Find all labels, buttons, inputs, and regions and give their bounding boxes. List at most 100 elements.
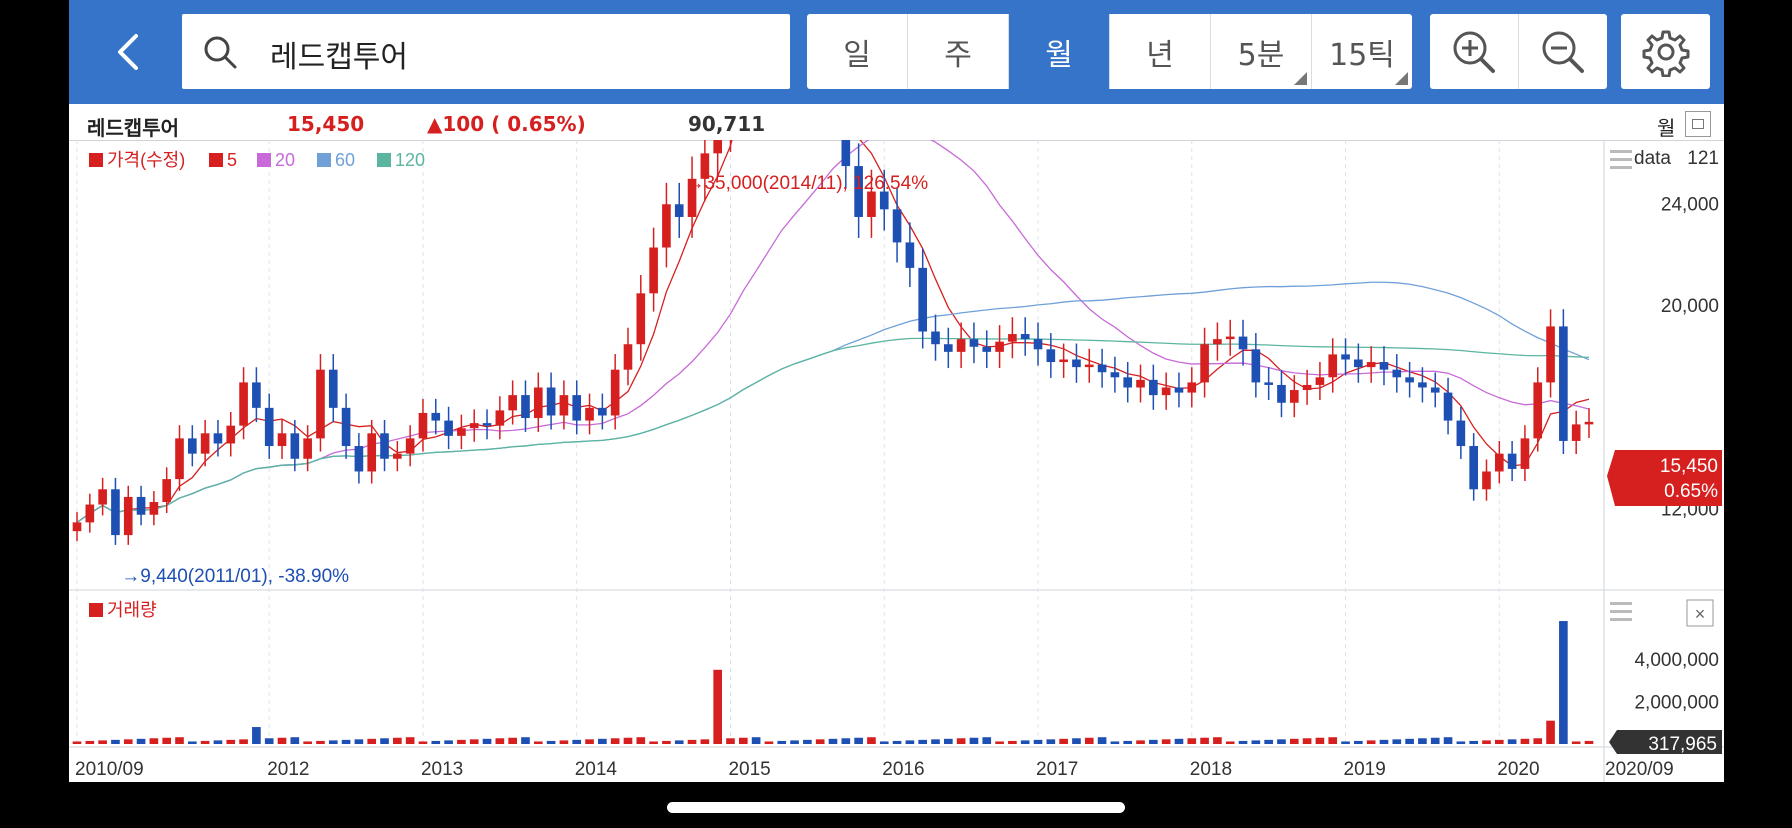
volume-bar: [1289, 738, 1299, 744]
min-price-annotation: →9,440(2011/01), -38.90%: [121, 566, 349, 587]
volume-bar: [700, 739, 710, 744]
volume-bar: [277, 737, 287, 744]
volume-last-value: 317,965: [1648, 734, 1717, 755]
period-week-button[interactable]: 주: [908, 14, 1009, 89]
volume-bar: [674, 740, 684, 744]
volume-bar: [482, 738, 492, 744]
dropdown-corner-icon: [1294, 72, 1307, 85]
search-input[interactable]: 레드캡투어: [182, 14, 790, 89]
current-price-tag: [1607, 450, 1722, 506]
candle-body: [200, 433, 210, 454]
current-price-tag-pct: 0.65%: [1664, 481, 1718, 502]
time-tick-label: 2016: [882, 759, 924, 780]
zoom-out-button[interactable]: [1519, 14, 1607, 89]
candle-body: [1494, 453, 1504, 472]
volume-bars: [72, 621, 1594, 744]
candle-body: [290, 433, 300, 459]
chart-grid: [69, 140, 1724, 782]
period-month-button[interactable]: 월: [1009, 14, 1110, 89]
volume-bar: [649, 741, 658, 744]
volume-bar: [1213, 737, 1222, 744]
candle-body: [1584, 421, 1594, 425]
time-tick-label: 2019: [1344, 759, 1386, 780]
candle-body: [636, 293, 646, 345]
volume-bar: [738, 737, 748, 744]
volume-bar: [1161, 739, 1171, 744]
candlestick-chart[interactable]: 32,00028,00024,00020,00012,0004,000,0002…: [69, 140, 1724, 782]
candle-body: [367, 433, 377, 472]
candle-body: [380, 433, 389, 459]
search-value: 레드캡투어: [270, 40, 408, 75]
time-tick-label: 2020/09: [1605, 759, 1674, 780]
candle-body: [598, 407, 607, 416]
candle-body: [1084, 364, 1094, 368]
data-count-value: 121: [1687, 148, 1719, 169]
time-tick-label: 2013: [421, 759, 463, 780]
legend-label: 120: [395, 150, 425, 170]
volume-bar: [1251, 740, 1261, 744]
candle-body: [252, 382, 261, 408]
candle-body: [264, 407, 274, 447]
candle-body: [1456, 420, 1466, 447]
candle-body: [1277, 384, 1286, 403]
volume-bar: [1456, 741, 1466, 744]
candle-body: [610, 369, 620, 416]
volume-bar: [508, 737, 517, 744]
candle-body: [1469, 446, 1478, 490]
volume-bar: [1225, 741, 1235, 744]
candle-body: [1136, 379, 1145, 388]
volume-bar: [1430, 737, 1440, 744]
volume-bar: [495, 738, 505, 744]
current-price: 15,450: [287, 112, 365, 136]
period-indicator: 월: [1657, 116, 1676, 140]
volume-bar: [982, 737, 992, 744]
volume-bar: [1302, 738, 1312, 744]
panel-menu-icon: [1610, 610, 1632, 613]
volume-bar: [610, 738, 620, 744]
time-tick-label: 2015: [728, 759, 770, 780]
volume-bar: [623, 737, 633, 744]
candle-body: [1072, 359, 1081, 368]
candle-body: [969, 339, 979, 347]
expand-toggle[interactable]: [1685, 111, 1711, 137]
volume-bar: [815, 739, 825, 744]
volume-bar: [188, 741, 197, 744]
volume-bar: [1008, 740, 1017, 744]
period-5min-button[interactable]: 5분: [1211, 14, 1312, 89]
price-tick-label: 20,000: [1661, 296, 1719, 317]
candle-body: [585, 407, 594, 421]
settings-button[interactable]: [1621, 14, 1710, 89]
volume-bar: [72, 741, 82, 744]
ma-5-line: [76, 140, 1590, 523]
candle-body: [1238, 336, 1248, 350]
gear-icon: [1642, 30, 1689, 77]
volume-bar: [1533, 738, 1543, 744]
volume-bar: [918, 739, 928, 744]
period-year-button[interactable]: 년: [1110, 14, 1211, 89]
panel-menu-icon: [1610, 166, 1632, 169]
volume-bar: [969, 737, 979, 744]
zoom-in-button[interactable]: [1430, 14, 1519, 89]
period-15tick-button[interactable]: 15틱: [1312, 14, 1412, 89]
volume-bar: [1020, 740, 1030, 744]
volume-bar: [405, 737, 415, 744]
volume-bar: [469, 739, 479, 744]
current-price-tag-value: 15,450: [1660, 456, 1718, 477]
candle-body: [149, 502, 159, 515]
volume-bar: [905, 740, 915, 744]
volume-bar: [341, 739, 351, 744]
volume-bar: [879, 741, 889, 744]
volume-bar: [98, 740, 107, 744]
volume-bar: [226, 739, 236, 744]
candle-body: [1200, 344, 1209, 383]
volume-bar: [803, 739, 812, 744]
back-button[interactable]: [99, 22, 159, 82]
period-day-button[interactable]: 일: [807, 14, 908, 89]
panel-menu-icon: [1610, 158, 1632, 161]
ma-120-line: [76, 337, 1590, 523]
candle-body: [457, 428, 466, 436]
candle-body: [982, 346, 992, 352]
volume-bar: [1123, 740, 1133, 744]
search-icon: [204, 36, 237, 69]
candle-body: [136, 496, 146, 515]
